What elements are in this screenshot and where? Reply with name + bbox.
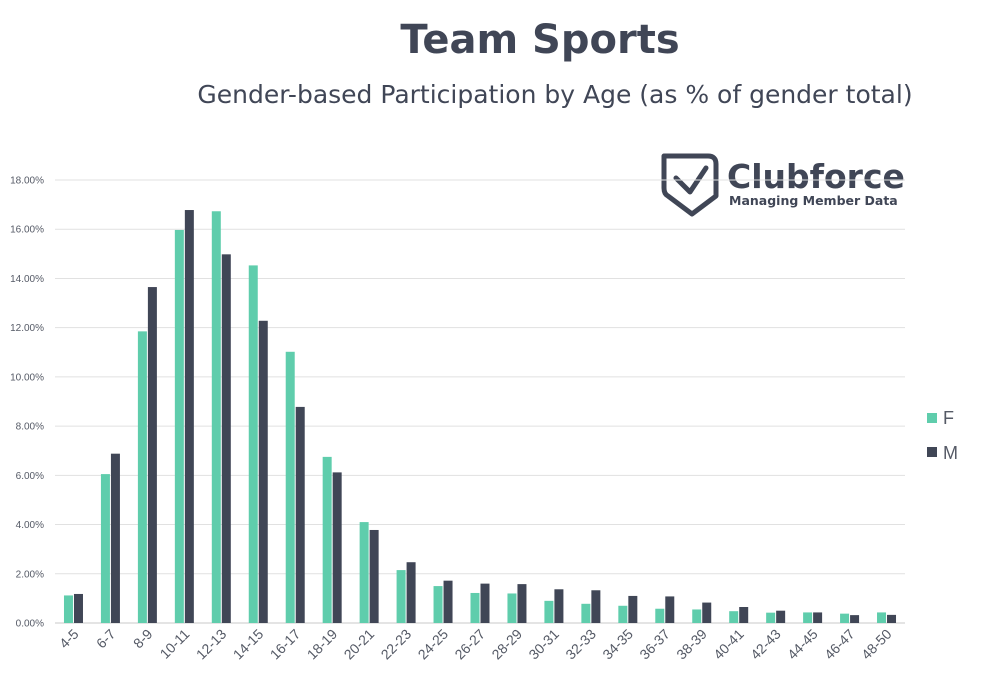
y-axis-ticks: 0.00% 2.00% 4.00% 6.00% 8.00% 10.00% 12.00% 14.… bbox=[10, 176, 44, 630]
bar-m bbox=[258, 320, 268, 623]
bar-m bbox=[184, 210, 194, 623]
legend: F M bbox=[927, 408, 958, 463]
y-tick-label: 8.00% bbox=[16, 422, 44, 433]
gridlines bbox=[55, 179, 905, 624]
x-tick-label: 26-27 bbox=[451, 626, 488, 663]
y-tick-label: 4.00% bbox=[16, 520, 44, 531]
bar-f bbox=[248, 265, 258, 623]
bar-f bbox=[655, 608, 665, 623]
bar-f bbox=[766, 612, 776, 623]
bar-f bbox=[803, 612, 813, 623]
bar-f bbox=[729, 611, 739, 623]
bar-m bbox=[887, 614, 897, 623]
bar-f bbox=[285, 351, 295, 623]
x-tick-label: 12-13 bbox=[193, 626, 230, 663]
x-tick-label: 28-29 bbox=[488, 626, 525, 663]
bar-f bbox=[137, 331, 147, 623]
bar-f bbox=[396, 570, 406, 623]
legend-label-m: M bbox=[943, 443, 958, 463]
x-tick-label: 6-7 bbox=[93, 626, 119, 652]
y-tick-label: 2.00% bbox=[16, 569, 44, 580]
bar-f bbox=[877, 612, 887, 623]
bar-m bbox=[221, 254, 231, 623]
bar-m bbox=[739, 607, 749, 623]
y-tick-label: 14.00% bbox=[10, 274, 44, 285]
bar-f bbox=[692, 609, 702, 623]
bar-f bbox=[544, 600, 554, 623]
x-tick-label: 20-21 bbox=[341, 626, 378, 663]
x-tick-label: 46-47 bbox=[821, 626, 858, 663]
shield-check-icon bbox=[661, 153, 719, 217]
bar-f bbox=[100, 474, 110, 623]
x-tick-label: 48-50 bbox=[858, 626, 895, 663]
bar-m bbox=[776, 610, 786, 623]
x-tick-label: 32-33 bbox=[562, 626, 599, 663]
legend-swatch-m bbox=[927, 447, 937, 457]
bar-m bbox=[665, 596, 675, 623]
bar-f bbox=[211, 211, 221, 623]
x-tick-label: 18-19 bbox=[304, 626, 341, 663]
bar-m bbox=[332, 472, 342, 623]
bar-m bbox=[73, 593, 83, 623]
bar-m bbox=[628, 595, 638, 623]
y-tick-label: 12.00% bbox=[10, 323, 44, 334]
x-tick-label: 34-35 bbox=[599, 626, 636, 663]
y-tick-label: 6.00% bbox=[16, 471, 44, 482]
logo-name: Clubforce bbox=[727, 157, 905, 196]
x-tick-label: 38-39 bbox=[673, 626, 710, 663]
legend-label-f: F bbox=[943, 408, 954, 428]
bar-m bbox=[850, 615, 860, 623]
bar-f bbox=[618, 605, 628, 623]
bar-f bbox=[581, 603, 591, 623]
bar-f bbox=[470, 592, 480, 623]
bars bbox=[63, 210, 897, 624]
x-tick-label: 10-11 bbox=[157, 626, 193, 662]
bar-m bbox=[554, 589, 564, 623]
x-tick-label: 24-25 bbox=[415, 626, 452, 663]
chart-subtitle: Gender-based Participation by Age (as % … bbox=[197, 80, 912, 109]
bar-f bbox=[433, 586, 443, 623]
legend-swatch-f bbox=[927, 413, 937, 423]
x-tick-label: 36-37 bbox=[636, 626, 673, 663]
bar-m bbox=[295, 406, 305, 623]
x-tick-label: 30-31 bbox=[525, 626, 562, 663]
bar-m bbox=[517, 584, 527, 623]
x-tick-label: 40-41 bbox=[710, 626, 747, 663]
x-tick-label: 16-17 bbox=[267, 626, 304, 663]
logo-tagline: Managing Member Data bbox=[729, 193, 898, 208]
bar-f bbox=[507, 593, 517, 623]
bar-m bbox=[813, 612, 823, 623]
x-tick-label: 22-23 bbox=[378, 626, 415, 663]
bar-m bbox=[110, 453, 120, 623]
bar-f bbox=[359, 522, 369, 623]
bar-m bbox=[480, 583, 490, 623]
bar-f bbox=[840, 613, 850, 623]
y-tick-label: 16.00% bbox=[10, 225, 44, 236]
bar-f bbox=[174, 229, 184, 623]
bar-m bbox=[406, 562, 416, 623]
x-tick-label: 4-5 bbox=[56, 626, 82, 652]
clubforce-logo: Clubforce Managing Member Data bbox=[661, 153, 905, 217]
x-tick-label: 8-9 bbox=[130, 626, 156, 652]
bar-m bbox=[443, 580, 453, 623]
bar-f bbox=[322, 456, 332, 624]
y-tick-label: 10.00% bbox=[10, 372, 44, 383]
x-axis-ticks: 4-5 6-7 8-9 10-11 12-13 14-15 16-17 18-19 20-21 2… bbox=[56, 626, 895, 663]
y-tick-label: 18.00% bbox=[10, 176, 44, 187]
x-tick-label: 14-15 bbox=[230, 626, 267, 663]
bar-m bbox=[591, 590, 601, 623]
x-tick-label: 44-45 bbox=[784, 626, 821, 663]
chart-title: Team Sports bbox=[400, 17, 679, 63]
bar-m bbox=[702, 602, 712, 623]
bar-f bbox=[63, 595, 73, 623]
bar-m bbox=[369, 529, 379, 623]
bar-m bbox=[147, 287, 157, 623]
y-tick-label: 0.00% bbox=[16, 619, 44, 630]
x-tick-label: 42-43 bbox=[747, 626, 784, 663]
